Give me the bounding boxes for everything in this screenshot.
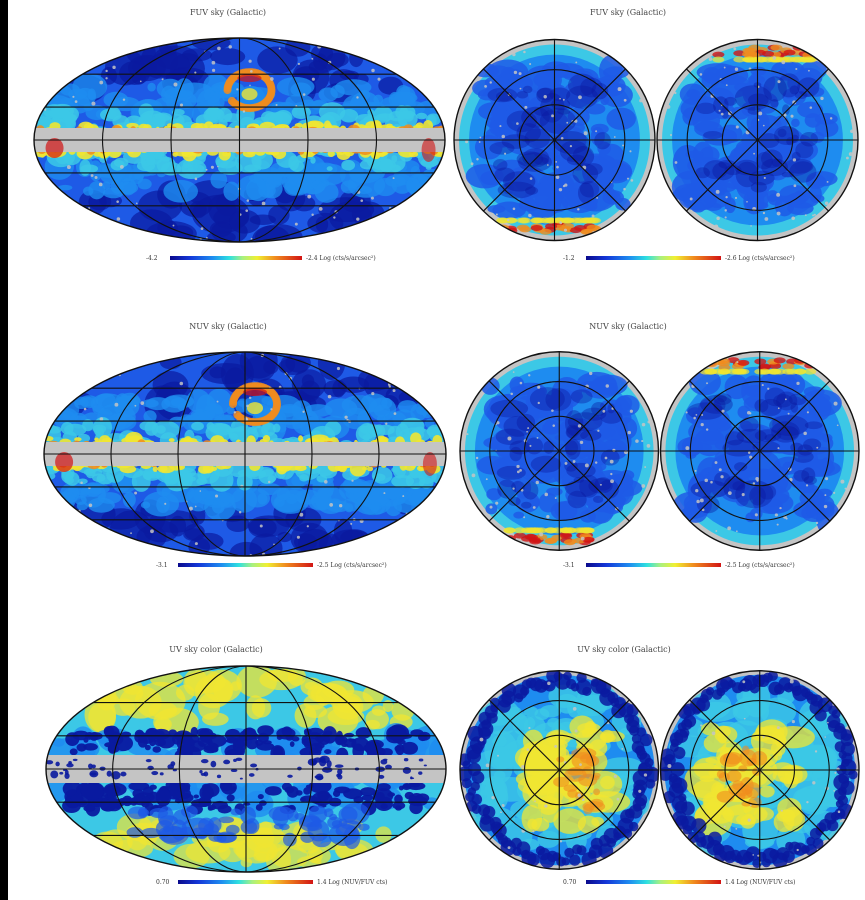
fuv-mollweide-bar-min: -4.2 (146, 255, 158, 262)
nuv-mollweide-bar-max: -2.5 Log (cts/s/arcsec²) (317, 562, 387, 569)
nuv-polar-bar-min: -3.1 (563, 562, 575, 569)
fuv-polar-maps (453, 38, 859, 242)
color-mollweide-map (45, 665, 447, 873)
fuv-mollweide-map (33, 37, 446, 243)
fuv-polar-bar-min: -1.2 (563, 255, 575, 262)
color-mollweide-bar-min: 0.70 (156, 879, 170, 886)
nuv-mollweide-map (43, 351, 447, 557)
figure-page: FUV sky (Galactic) -4.2 -2.4 Log (cts/s/… (8, 0, 865, 900)
fuv-polar-bar-max: -2.6 Log (cts/s/arcsec²) (725, 255, 795, 262)
color-mollweide-colorbar (178, 880, 313, 884)
fuv-mollweide-bar-max: -2.4 Log (cts/s/arcsec²) (306, 255, 376, 262)
color-polar-title: UV sky color (Galactic) (577, 645, 671, 654)
fuv-polar-title: FUV sky (Galactic) (589, 8, 667, 17)
nuv-mollweide-colorbar (178, 563, 313, 567)
color-polar-bar-min: 0.70 (563, 879, 577, 886)
color-polar-maps (459, 670, 860, 870)
color-polar-colorbar (586, 880, 721, 884)
fuv-polar-colorbar (586, 256, 721, 260)
nuv-polar-bar-max: -2.5 Log (cts/s/arcsec²) (725, 562, 795, 569)
color-mollweide-bar-max: 1.4 Log (NUV/FUV cts) (317, 879, 388, 886)
fuv-mollweide-title: FUV sky (Galactic) (189, 8, 267, 17)
color-polar-bar-max: 1.4 Log (NUV/FUV cts) (725, 879, 796, 886)
nuv-mollweide-bar-min: -3.1 (156, 562, 168, 569)
sky-field (34, 38, 445, 242)
nuv-polar-colorbar (586, 563, 721, 567)
fuv-mollweide-colorbar (170, 256, 302, 260)
nuv-mollweide-title: NUV sky (Galactic) (189, 322, 267, 331)
color-mollweide-title: UV sky color (Galactic) (169, 645, 263, 654)
nuv-polar-maps (459, 351, 860, 551)
nuv-polar-title: NUV sky (Galactic) (589, 322, 667, 331)
